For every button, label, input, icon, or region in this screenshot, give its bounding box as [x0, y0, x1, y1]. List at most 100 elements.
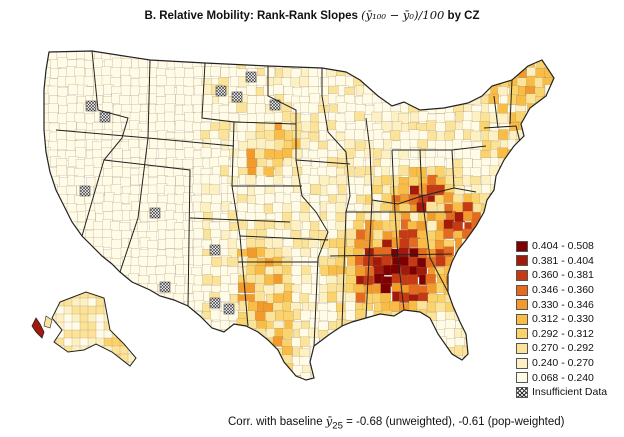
- cz-cell: [462, 58, 473, 69]
- alaska-island-cell: [31, 317, 45, 339]
- cz-cell: [95, 321, 106, 332]
- cz-cell: [55, 345, 66, 356]
- cz-cell: [488, 247, 499, 258]
- cz-cell: [373, 139, 384, 150]
- cz-cell: [533, 103, 544, 114]
- legend-label: 0.360 - 0.381: [532, 269, 594, 282]
- cz-cell: [462, 310, 473, 321]
- cz-cell: [434, 357, 445, 368]
- cz-cell: [462, 372, 473, 380]
- cz-cell: [83, 355, 95, 366]
- cz-cell: [410, 75, 421, 87]
- cz-cell: [491, 383, 501, 393]
- cz-cell: [489, 256, 500, 267]
- cz-cell: [274, 129, 285, 140]
- cz-cell: [407, 274, 418, 285]
- legend-swatch: [516, 357, 528, 369]
- cz-cell: [346, 228, 357, 240]
- cz-cell: [308, 76, 319, 87]
- cz-cell: [362, 93, 373, 105]
- cz-cell: [489, 301, 500, 312]
- cz-cell: [79, 305, 90, 316]
- cz-cell: [445, 58, 456, 70]
- cz-cell: [84, 256, 95, 267]
- footer-prefix: Corr. with baseline: [228, 416, 326, 428]
- cz-cell: [219, 120, 230, 131]
- cz-cell: [63, 337, 74, 348]
- cz-cell: [497, 365, 509, 376]
- cz-cell: [282, 374, 293, 380]
- cz-cell: [111, 321, 122, 332]
- cz-cell: [443, 192, 454, 203]
- cz-cell: [218, 374, 229, 380]
- cz-cell: [63, 313, 74, 324]
- cz-cell: [461, 247, 472, 258]
- cz-cell: [265, 356, 276, 367]
- cz-cell: [265, 140, 276, 151]
- cz-cell: [202, 255, 213, 266]
- cz-cell: [464, 384, 474, 394]
- cz-cell: [291, 201, 302, 212]
- cz-cell: [488, 348, 499, 359]
- cz-cell: [146, 338, 157, 349]
- cz-cell: [182, 220, 194, 231]
- cz-cell: [93, 373, 104, 380]
- cz-cell: [409, 185, 420, 196]
- cz-cell: [347, 51, 358, 60]
- cz-cell: [389, 76, 400, 87]
- cz-cell: [256, 229, 267, 240]
- cz-cell: [209, 346, 220, 357]
- cz-cell: [498, 336, 509, 347]
- cz-cell: [139, 373, 150, 380]
- cz-cell: [173, 318, 185, 329]
- cz-cell: [111, 361, 122, 366]
- cz-cell: [57, 57, 68, 68]
- cz-cell: [183, 176, 194, 187]
- cz-cell: [282, 265, 293, 276]
- cz-cell: [517, 148, 528, 159]
- cz-cell: [87, 305, 98, 316]
- cz-cell: [191, 94, 202, 106]
- cz-cell: [481, 309, 492, 320]
- cz-cell: [407, 374, 419, 380]
- cz-cell: [526, 66, 537, 78]
- cz-cell: [119, 321, 130, 332]
- cz-cell: [301, 274, 312, 285]
- cz-cell: [121, 311, 133, 322]
- cz-cell: [138, 354, 150, 365]
- cz-cell: [248, 301, 259, 312]
- cz-cell: [86, 382, 96, 392]
- cz-cell: [71, 337, 82, 348]
- cz-cell: [335, 75, 346, 87]
- cz-cell: [398, 338, 409, 350]
- legend-item: Insufficient Data: [516, 385, 607, 400]
- cz-cell: [490, 228, 501, 239]
- cz-cell: [490, 312, 501, 323]
- cz-cell: [174, 347, 185, 358]
- cz-cell: [246, 310, 257, 321]
- map-title: B. Relative Mobility: Rank-Rank Slopes (…: [0, 8, 624, 22]
- cz-cell: [156, 75, 167, 86]
- title-prefix: B. Relative Mobility: Rank-Rank Slopes: [144, 10, 362, 22]
- cz-cell: [47, 328, 58, 339]
- cz-cell: [274, 51, 285, 61]
- cz-cell: [344, 139, 355, 150]
- cz-cell: [545, 220, 554, 231]
- cz-cell: [165, 357, 176, 368]
- cz-cell: [518, 51, 529, 61]
- cz-cell: [427, 77, 438, 89]
- cz-cell: [311, 356, 322, 367]
- cz-cell: [147, 256, 158, 267]
- cz-cell: [452, 93, 463, 104]
- cz-cell: [75, 256, 86, 267]
- cz-cell: [94, 384, 104, 394]
- cz-cell: [517, 156, 529, 167]
- cz-cell: [201, 337, 212, 348]
- cz-cell: [364, 51, 375, 62]
- cz-cell: [417, 329, 428, 341]
- cz-cell: [552, 77, 554, 89]
- cz-cell: [282, 328, 293, 339]
- cz-cell: [336, 356, 347, 368]
- cz-cell: [471, 294, 482, 305]
- cz-cell: [71, 353, 82, 364]
